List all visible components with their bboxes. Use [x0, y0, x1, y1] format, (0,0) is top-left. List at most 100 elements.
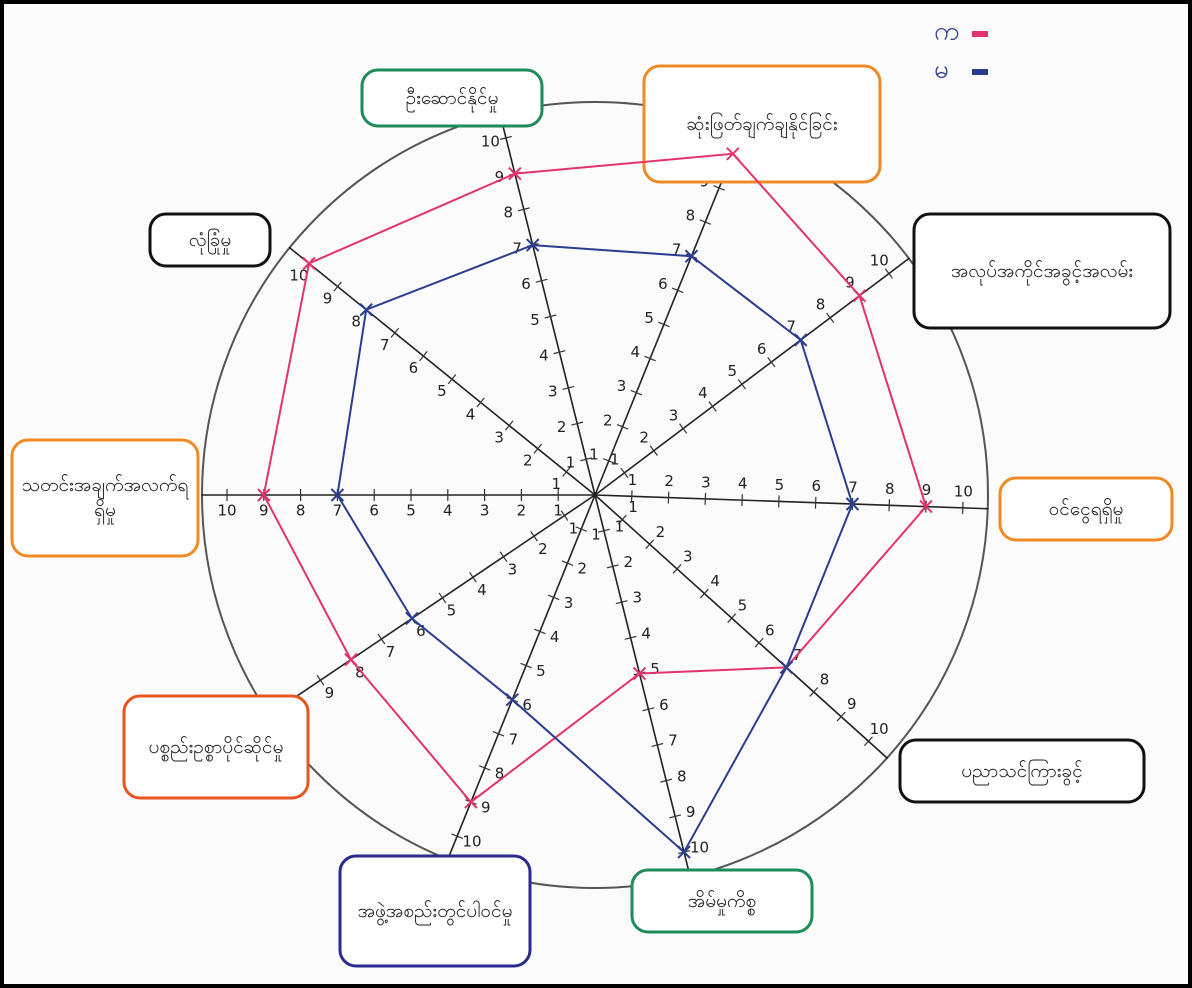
tick-label: 10 — [481, 132, 500, 150]
axis-label-holder: ပစ္စည်းဥစ္စာပိုင်ဆိုင်မှု — [148, 735, 284, 758]
tick-mark — [476, 397, 485, 408]
tick-label: 9 — [845, 273, 855, 291]
axis-label-box — [122, 694, 310, 800]
axis-label-holder: လုံခြုံမှု — [188, 228, 232, 251]
tick-mark — [669, 814, 682, 819]
point-marker — [330, 488, 345, 502]
tick-label: 4 — [641, 624, 651, 642]
point-marker — [677, 845, 691, 859]
axis-label: လုံခြုံမှု — [188, 228, 232, 251]
tick-label: 8 — [351, 313, 361, 331]
tick-mark — [679, 423, 688, 434]
tick-label: 7 — [386, 643, 396, 661]
axis-label-holder: ပညာသင်ကြားခွင့် — [961, 759, 1083, 782]
tick-label: 5 — [650, 660, 660, 678]
tick-label: 5 — [738, 597, 748, 615]
tick-label: 6 — [416, 622, 426, 640]
tick-label: 5 — [437, 382, 447, 400]
tick-mark — [630, 389, 643, 396]
series-line — [262, 152, 928, 804]
tick-label: 3 — [548, 382, 558, 400]
point-marker — [525, 238, 540, 252]
tick-mark — [620, 467, 629, 479]
point-marker — [845, 497, 860, 511]
tick-label: 9 — [325, 684, 335, 702]
tick-mark — [602, 458, 615, 464]
point-marker — [302, 256, 316, 271]
point-marker — [794, 333, 808, 347]
tick-mark — [534, 628, 546, 635]
tick-mark — [390, 327, 400, 338]
axis-label-holder: သတင်းအချက်အလက်ရရှိမှု — [22, 474, 189, 521]
tick-label: 8 — [820, 671, 830, 689]
tick-mark — [644, 355, 656, 362]
tick-label: 4 — [710, 572, 720, 590]
tick-mark — [504, 420, 514, 431]
tick-label: 9 — [495, 168, 505, 186]
tick-label: 1 — [589, 445, 599, 463]
tick-mark — [560, 510, 569, 521]
tick-label: 5 — [536, 662, 546, 680]
series-line — [336, 244, 854, 854]
tick-label: 2 — [603, 411, 613, 429]
axis-label-holder: ဝင်ငွေရရှိမှု — [1049, 498, 1124, 520]
axis-label-box — [998, 476, 1174, 542]
tick-mark — [649, 445, 658, 456]
axis-label: ပစ္စည်းဥစ္စာပိုင်ဆိုင်မှု — [148, 735, 284, 758]
point-marker — [632, 666, 647, 681]
tick-mark — [562, 385, 575, 390]
tick-label: 9 — [259, 502, 269, 520]
axis-label-box — [338, 854, 532, 968]
tick-mark — [547, 594, 560, 601]
tick-label: 1 — [591, 526, 601, 544]
axis-label-holder: အလုပ်အကိုင်အခွင့်အလမ်း — [951, 260, 1133, 282]
tick-mark — [809, 687, 819, 697]
tick-label: 4 — [539, 347, 549, 365]
tick-label: 2 — [538, 540, 548, 558]
tick-label: 7 — [672, 241, 682, 259]
tick-mark — [836, 711, 846, 722]
tick-mark — [864, 736, 873, 747]
tick-label: 2 — [577, 560, 587, 578]
axis-line — [268, 494, 596, 716]
point-marker — [919, 499, 933, 514]
tick-mark — [469, 572, 477, 583]
tick-label: 1 — [552, 475, 562, 493]
tick-label: 7 — [509, 730, 519, 748]
tick-mark — [699, 588, 709, 599]
tick-label: 7 — [786, 318, 796, 336]
tick-label: 1 — [610, 451, 620, 469]
tick-mark — [571, 421, 584, 426]
tick-mark — [517, 207, 530, 212]
point-marker — [779, 660, 794, 675]
point-marker — [359, 303, 373, 317]
tick-label: 4 — [477, 581, 487, 599]
tick-label: 8 — [296, 502, 306, 520]
chart: 12345678910ဦးဆောင်နိုင်မှု12345678910ဆုံ… — [10, 17, 1174, 968]
axis-label-box — [630, 868, 814, 934]
tick-label: 4 — [738, 475, 748, 493]
axis-label-holder: ဆုံးဖြတ်ချက်ချနိုင်ခြင်း — [686, 113, 837, 135]
tick-label: 6 — [811, 477, 821, 495]
tick-mark — [451, 833, 463, 840]
tick-label: 6 — [522, 696, 532, 714]
point-marker — [726, 147, 740, 161]
tick-label: 10 — [954, 482, 973, 500]
tick-mark — [316, 674, 325, 686]
tick-label: 7 — [333, 502, 343, 520]
tick-mark — [713, 185, 725, 191]
tick-label: 5 — [775, 476, 785, 494]
tick-label: 6 — [757, 340, 767, 358]
tick-label: 8 — [885, 480, 895, 498]
tick-label: 10 — [289, 266, 308, 284]
point-marker — [464, 795, 478, 809]
tick-label: 10 — [462, 833, 481, 851]
tick-label: 3 — [494, 428, 504, 446]
tick-label: 7 — [380, 336, 390, 354]
tick-mark — [561, 560, 574, 567]
tick-label: 8 — [686, 207, 696, 225]
tick-mark — [438, 592, 447, 604]
tick-label: 2 — [523, 452, 533, 470]
axis-label-box — [10, 438, 200, 558]
axis-label: ပညာသင်ကြားခွင့် — [961, 759, 1083, 782]
